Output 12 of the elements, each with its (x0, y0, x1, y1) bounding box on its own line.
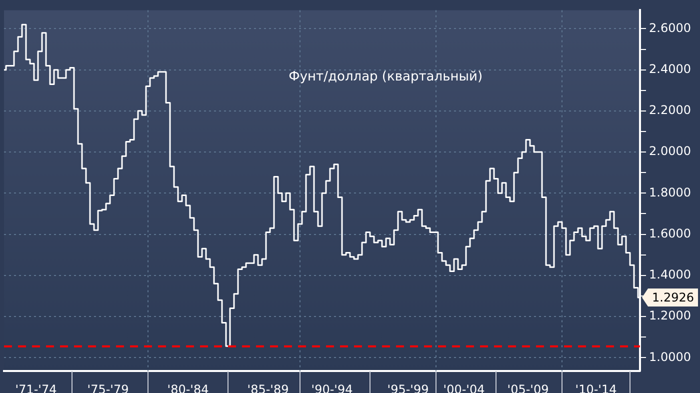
y-tick-label: 2.2000 (649, 103, 691, 118)
x-tick-label: '71-'74 (15, 382, 57, 393)
y-tick-label: 2.0000 (649, 144, 691, 158)
text: Фунт/доллар (квартальный) (288, 70, 483, 85)
y-tick-label: 1.0000 (649, 350, 691, 364)
y-tick-label: 1.2000 (649, 308, 691, 323)
y-tick-label: 1.8000 (649, 185, 691, 200)
y-tick-label: 2.4000 (649, 62, 691, 76)
y-tick-label: 1.6000 (649, 226, 691, 240)
y-tick-label: 1.4000 (649, 268, 691, 282)
data-label: 1.2926 (652, 290, 694, 305)
y-tick-label: 2.6000 (649, 20, 691, 35)
